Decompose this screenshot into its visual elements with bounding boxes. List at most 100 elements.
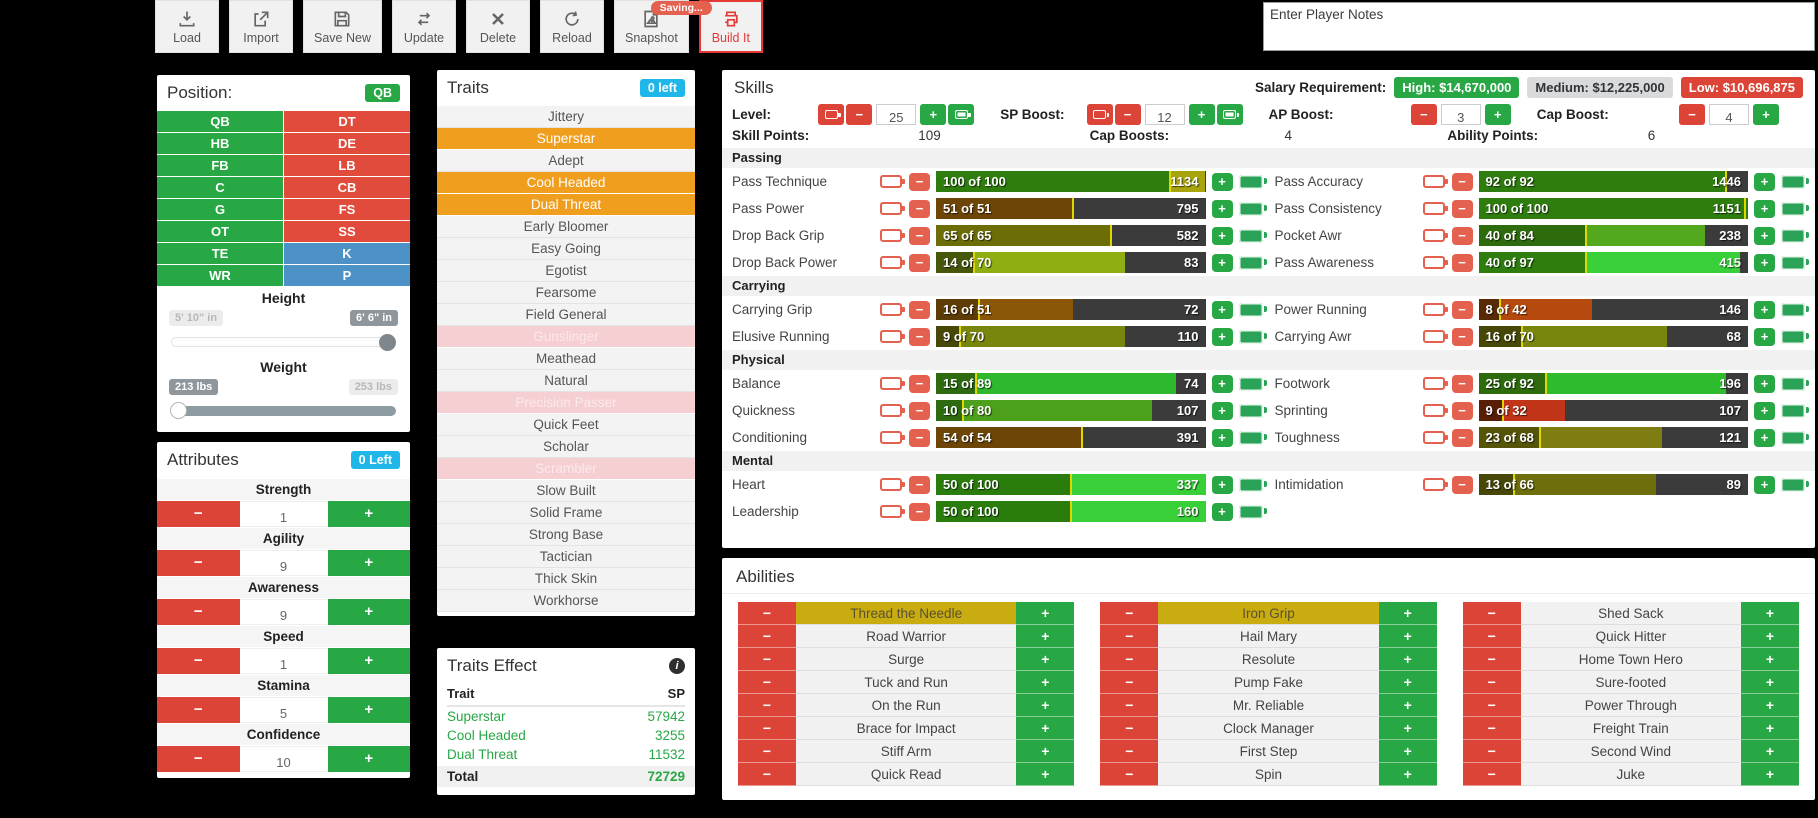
- skill-minus-button-heart[interactable]: −: [909, 475, 930, 494]
- weight-slider[interactable]: [170, 402, 396, 419]
- trait-item-gunslinger[interactable]: Gunslinger: [437, 326, 695, 348]
- ability-plus-button-second-wind[interactable]: +: [1740, 740, 1799, 763]
- min-button-level[interactable]: [818, 104, 845, 125]
- skill-max-battery-button-leadership[interactable]: [1238, 504, 1267, 519]
- skill-min-battery-button-pocket-awr[interactable]: [1422, 229, 1448, 242]
- ability-minus-button-thread-the-needle[interactable]: −: [738, 602, 796, 625]
- increase-button-level[interactable]: +: [920, 104, 947, 125]
- ability-plus-button-clock-manager[interactable]: +: [1378, 717, 1437, 740]
- trait-item-thick-skin[interactable]: Thick Skin: [437, 568, 695, 590]
- decrease-button-sp-boost[interactable]: −: [1114, 104, 1141, 125]
- value-level[interactable]: 25: [876, 104, 917, 125]
- skill-min-battery-button-toughness[interactable]: [1422, 431, 1448, 444]
- attribute-plus-button-awareness[interactable]: +: [327, 599, 410, 625]
- skill-max-battery-button-pocket-awr[interactable]: [1781, 228, 1809, 243]
- attribute-minus-button-speed[interactable]: −: [157, 648, 240, 674]
- skill-minus-button-conditioning[interactable]: −: [909, 428, 930, 447]
- height-slider-thumb[interactable]: [379, 334, 396, 351]
- trait-item-cool-headed[interactable]: Cool Headed: [437, 172, 695, 194]
- weight-slider-thumb[interactable]: [170, 402, 187, 419]
- skill-max-battery-button-pass-awareness[interactable]: [1781, 255, 1809, 270]
- ability-plus-button-pump-fake[interactable]: +: [1378, 671, 1437, 694]
- attribute-plus-button-agility[interactable]: +: [327, 550, 410, 576]
- skill-plus-button-pass-consistency[interactable]: +: [1754, 199, 1775, 218]
- skill-plus-button-heart[interactable]: +: [1211, 475, 1233, 494]
- trait-item-jittery[interactable]: Jittery: [437, 106, 695, 128]
- skill-minus-button-carrying-grip[interactable]: −: [909, 300, 930, 319]
- value-ap-boost[interactable]: 3: [1440, 104, 1481, 125]
- skill-plus-button-pass-power[interactable]: +: [1211, 199, 1233, 218]
- ability-plus-button-tuck-and-run[interactable]: +: [1016, 671, 1075, 694]
- skill-max-battery-button-quickness[interactable]: [1238, 403, 1267, 418]
- trait-item-quick-feet[interactable]: Quick Feet: [437, 414, 695, 436]
- skill-min-battery-button-conditioning[interactable]: [880, 431, 905, 444]
- skill-max-battery-button-heart[interactable]: [1238, 477, 1267, 492]
- ability-minus-button-second-wind[interactable]: −: [1462, 740, 1521, 763]
- skill-max-battery-button-sprinting[interactable]: [1781, 403, 1809, 418]
- position-cell-fb[interactable]: FB: [157, 155, 283, 176]
- trait-item-fearsome[interactable]: Fearsome: [437, 282, 695, 304]
- skill-minus-button-pass-power[interactable]: −: [909, 199, 930, 218]
- ability-plus-button-iron-grip[interactable]: +: [1378, 602, 1437, 625]
- skill-max-battery-button-drop-back-power[interactable]: [1238, 255, 1267, 270]
- trait-item-precision-passer[interactable]: Precision Passer: [437, 392, 695, 414]
- attribute-minus-button-awareness[interactable]: −: [157, 599, 240, 625]
- skill-min-battery-button-pass-technique[interactable]: [880, 175, 905, 188]
- update-button[interactable]: Update: [391, 0, 456, 53]
- trait-item-scholar[interactable]: Scholar: [437, 436, 695, 458]
- skill-max-battery-button-carrying-grip[interactable]: [1238, 302, 1267, 317]
- ability-plus-button-thread-the-needle[interactable]: +: [1016, 602, 1075, 625]
- position-cell-wr[interactable]: WR: [157, 265, 283, 286]
- skill-min-battery-button-power-running[interactable]: [1422, 303, 1448, 316]
- skill-minus-button-elusive-running[interactable]: −: [909, 327, 930, 346]
- ability-minus-button-spin[interactable]: −: [1100, 763, 1159, 786]
- skill-max-battery-button-footwork[interactable]: [1781, 376, 1809, 391]
- trait-item-dual-threat[interactable]: Dual Threat: [437, 194, 695, 216]
- skill-min-battery-button-drop-back-power[interactable]: [880, 256, 905, 269]
- position-cell-te[interactable]: TE: [157, 243, 283, 264]
- position-cell-fs[interactable]: FS: [284, 199, 410, 220]
- ability-plus-button-road-warrior[interactable]: +: [1016, 625, 1075, 648]
- skill-minus-button-pocket-awr[interactable]: −: [1451, 226, 1473, 245]
- ability-minus-button-quick-hitter[interactable]: −: [1462, 625, 1521, 648]
- ability-plus-button-juke[interactable]: +: [1740, 763, 1799, 786]
- ability-minus-button-juke[interactable]: −: [1462, 763, 1521, 786]
- skill-min-battery-button-elusive-running[interactable]: [880, 330, 905, 343]
- ability-minus-button-freight-train[interactable]: −: [1462, 717, 1521, 740]
- skill-plus-button-pass-technique[interactable]: +: [1211, 172, 1233, 191]
- skill-minus-button-intimidation[interactable]: −: [1451, 475, 1473, 494]
- skill-min-battery-button-drop-back-grip[interactable]: [880, 229, 905, 242]
- skill-min-battery-button-carrying-awr[interactable]: [1422, 330, 1448, 343]
- player-notes-input[interactable]: [1263, 2, 1815, 51]
- skill-plus-button-carrying-grip[interactable]: +: [1211, 300, 1233, 319]
- skill-max-battery-button-toughness[interactable]: [1781, 430, 1809, 445]
- skill-plus-button-drop-back-grip[interactable]: +: [1211, 226, 1233, 245]
- trait-item-early-bloomer[interactable]: Early Bloomer: [437, 216, 695, 238]
- save-new-button[interactable]: Save New: [303, 0, 382, 53]
- attribute-plus-button-strength[interactable]: +: [327, 501, 410, 527]
- trait-item-superstar[interactable]: Superstar: [437, 128, 695, 150]
- ability-minus-button-resolute[interactable]: −: [1100, 648, 1159, 671]
- skill-minus-button-pass-consistency[interactable]: −: [1451, 199, 1473, 218]
- ability-plus-button-first-step[interactable]: +: [1378, 740, 1437, 763]
- ability-minus-button-iron-grip[interactable]: −: [1100, 602, 1159, 625]
- attribute-minus-button-strength[interactable]: −: [157, 501, 240, 527]
- ability-plus-button-hail-mary[interactable]: +: [1378, 625, 1437, 648]
- skill-min-battery-button-leadership[interactable]: [880, 505, 905, 518]
- height-slider[interactable]: [171, 334, 396, 351]
- ability-plus-button-mr-reliable[interactable]: +: [1378, 694, 1437, 717]
- trait-item-strong-base[interactable]: Strong Base: [437, 524, 695, 546]
- skill-minus-button-carrying-awr[interactable]: −: [1451, 327, 1473, 346]
- skill-plus-button-drop-back-power[interactable]: +: [1211, 253, 1233, 272]
- skill-max-battery-button-pass-power[interactable]: [1238, 201, 1267, 216]
- trait-item-meathead[interactable]: Meathead: [437, 348, 695, 370]
- ability-minus-button-quick-read[interactable]: −: [738, 763, 796, 786]
- skill-plus-button-power-running[interactable]: +: [1754, 300, 1775, 319]
- skill-max-battery-button-power-running[interactable]: [1781, 302, 1809, 317]
- skill-minus-button-footwork[interactable]: −: [1451, 374, 1473, 393]
- trait-item-tactician[interactable]: Tactician: [437, 546, 695, 568]
- position-cell-hb[interactable]: HB: [157, 133, 283, 154]
- skill-max-battery-button-pass-technique[interactable]: [1238, 174, 1267, 189]
- skill-plus-button-leadership[interactable]: +: [1211, 502, 1233, 521]
- decrease-button-level[interactable]: −: [846, 104, 873, 125]
